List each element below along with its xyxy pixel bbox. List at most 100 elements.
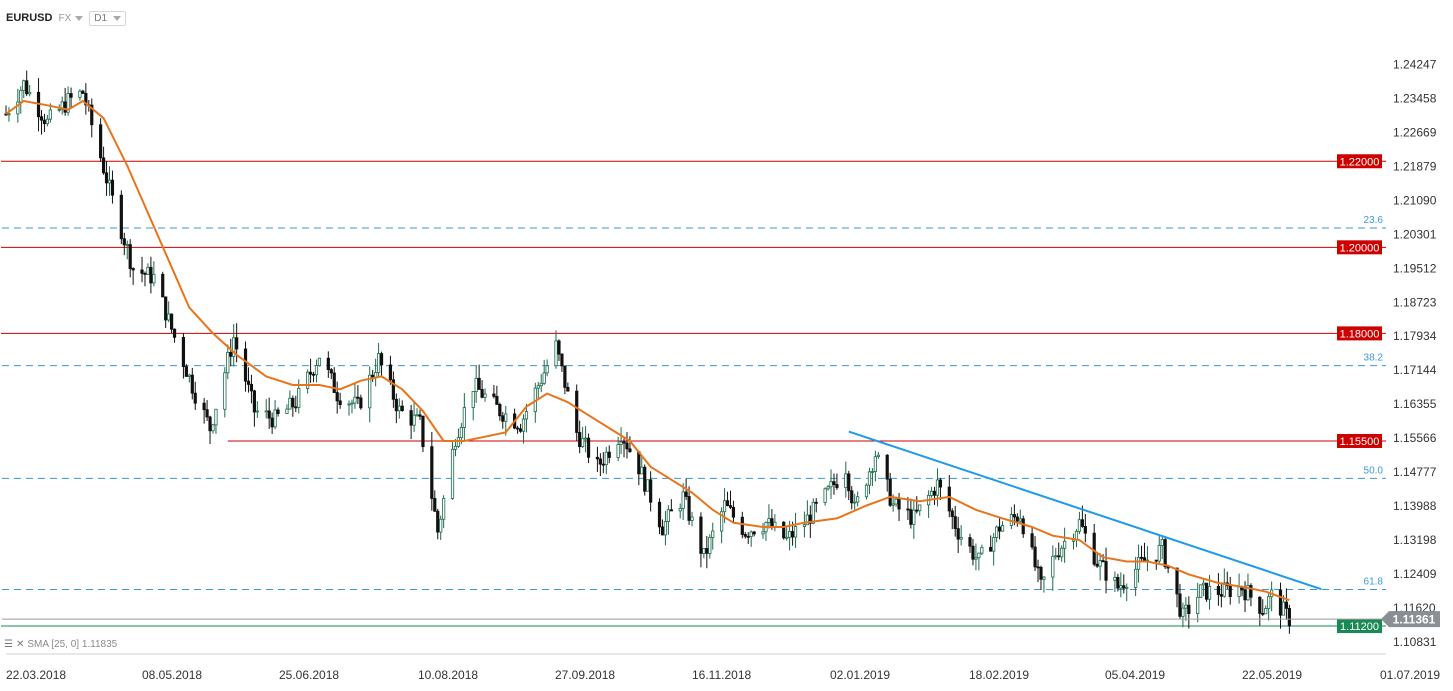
candle-body	[107, 179, 112, 184]
candle-body	[504, 413, 508, 422]
candle-body	[864, 484, 869, 498]
candle-body	[912, 509, 916, 525]
current-price-badge	[1381, 611, 1440, 628]
candle-body	[371, 374, 375, 378]
candle-body	[720, 511, 724, 532]
candle-body	[498, 404, 502, 417]
candle-body	[622, 441, 626, 444]
candle-body	[1157, 545, 1161, 562]
candle-body	[297, 388, 301, 408]
candle-body	[84, 92, 88, 106]
candle-body	[1036, 566, 1040, 569]
candle-body	[752, 531, 756, 535]
candle-body	[974, 557, 978, 560]
candle-body	[433, 498, 437, 512]
x-tick-label: 02.01.2019	[830, 668, 890, 682]
candle-body	[909, 509, 913, 525]
candle-body	[811, 501, 815, 524]
candle-body	[1154, 559, 1158, 562]
candle-body	[187, 374, 191, 377]
candle-body	[746, 535, 750, 538]
menu-icon[interactable]: ☰	[4, 638, 13, 650]
candle-body	[722, 500, 727, 513]
price-level-badge	[1337, 619, 1382, 634]
fib-level-label: 61.8	[1364, 576, 1384, 587]
candle-body	[270, 417, 274, 428]
candle-body	[702, 548, 706, 554]
x-tick-label: 10.08.2018	[418, 668, 478, 682]
candle-body	[306, 371, 310, 389]
candle-body	[932, 490, 937, 496]
candle-body	[1237, 586, 1241, 597]
candle-body	[1258, 596, 1262, 614]
candle-body	[1199, 584, 1203, 598]
price-level-badge	[1337, 433, 1382, 448]
candle-body	[394, 398, 398, 412]
candle-body	[699, 516, 703, 554]
candle-body	[873, 456, 877, 472]
candle-body	[1033, 546, 1037, 568]
close-icon[interactable]: ✕	[15, 638, 25, 650]
candle-body	[338, 400, 342, 406]
candle-body	[607, 451, 611, 458]
candle-body	[131, 268, 135, 271]
candle-body	[660, 526, 665, 536]
candle-body	[989, 546, 993, 552]
candle-body	[161, 273, 165, 298]
candle-body	[474, 377, 478, 392]
y-tick-label: 1.22669	[1393, 125, 1437, 139]
candle-body	[190, 374, 194, 394]
candle-body	[938, 479, 943, 488]
candle-body	[793, 526, 798, 538]
candle-body	[992, 537, 996, 552]
candle-body	[705, 548, 709, 554]
candle-body	[918, 504, 922, 512]
candle-body	[929, 490, 934, 496]
fib-level-label: 38.2	[1364, 353, 1384, 364]
candle-body	[616, 444, 620, 458]
fib-level-label: 50.0	[1364, 465, 1384, 476]
candle-body	[628, 448, 632, 452]
source-selector[interactable]: FX	[58, 13, 84, 24]
candle-body	[823, 488, 827, 503]
candle-body	[462, 407, 466, 428]
y-tick-label: 1.21879	[1393, 159, 1437, 173]
y-tick-label: 1.15566	[1393, 431, 1437, 445]
timeframe-selector[interactable]: D1	[89, 10, 127, 26]
y-tick-label: 1.17144	[1393, 363, 1437, 377]
candle-body	[646, 479, 650, 492]
candle-body	[853, 501, 857, 504]
candle-body	[39, 116, 44, 121]
candle-body	[235, 337, 239, 350]
y-tick-label: 1.13198	[1393, 533, 1437, 547]
candle-body	[28, 91, 32, 95]
candle-body	[1187, 604, 1191, 615]
candle-body	[678, 507, 682, 512]
price-level-badge-text: 1.11200	[1340, 621, 1379, 633]
x-tick-label: 18.02.2019	[969, 668, 1029, 682]
indicator-legend-label: SMA [25, 0] 1.11835	[27, 639, 118, 650]
candle-body	[291, 397, 295, 408]
candle-body	[81, 90, 85, 94]
candle-body	[359, 397, 363, 409]
candle-body	[453, 445, 458, 450]
x-tick-label: 22.03.2018	[6, 668, 66, 682]
candle-body	[249, 383, 254, 392]
symbol-label[interactable]: EURUSD	[6, 12, 53, 24]
candle-body	[894, 498, 898, 505]
x-tick-label: 22.05.2019	[1242, 668, 1302, 682]
candle-body	[347, 403, 351, 406]
candle-body	[25, 80, 29, 95]
candle-body	[208, 416, 212, 432]
candle-body	[288, 397, 292, 410]
candle-body	[856, 496, 860, 503]
candle-body	[977, 552, 981, 559]
trendline	[848, 430, 1322, 591]
candle-body	[554, 340, 558, 367]
candle-body	[211, 424, 215, 432]
candle-body	[1181, 607, 1185, 617]
candle-body	[681, 491, 685, 509]
candle-body	[42, 119, 47, 125]
candle-body	[63, 101, 67, 113]
